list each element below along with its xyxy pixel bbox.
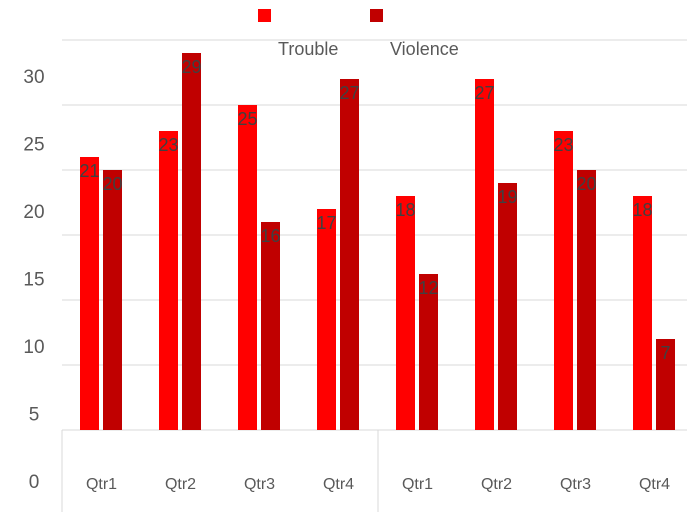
data-label: 23	[553, 135, 573, 155]
y-tick-label: 5	[29, 405, 40, 426]
data-label: 19	[497, 187, 517, 207]
bar	[340, 79, 359, 430]
x-tick-label: Qtr1	[402, 476, 433, 493]
bar	[103, 170, 122, 430]
x-tick-label: Qtr4	[323, 476, 354, 493]
bar	[475, 79, 494, 430]
y-tick-label: 10	[23, 337, 44, 358]
legend-swatch	[258, 9, 271, 22]
bar	[633, 196, 652, 430]
bar	[159, 131, 178, 430]
bar	[80, 157, 99, 430]
data-label: 23	[158, 135, 178, 155]
x-tick-label: Qtr1	[86, 476, 117, 493]
x-tick-label: Qtr3	[244, 476, 275, 493]
bar	[396, 196, 415, 430]
data-label: 25	[237, 109, 257, 129]
legend-swatch	[370, 9, 383, 22]
data-label: 16	[260, 226, 280, 246]
legend-label: Trouble	[278, 39, 338, 59]
data-label: 12	[418, 278, 438, 298]
x-tick-label: Qtr3	[560, 476, 591, 493]
data-label: 27	[474, 83, 494, 103]
y-tick-label: 15	[23, 270, 44, 291]
y-tick-label: 20	[23, 202, 44, 223]
data-label: 7	[660, 343, 670, 363]
data-label: 20	[102, 174, 122, 194]
x-tick-label: Qtr2	[481, 476, 512, 493]
bar	[554, 131, 573, 430]
bar	[498, 183, 517, 430]
data-label: 18	[632, 200, 652, 220]
bar	[317, 209, 336, 430]
data-label: 18	[395, 200, 415, 220]
y-tick-label: 0	[29, 472, 40, 493]
y-tick-label: 25	[23, 135, 44, 156]
bar	[419, 274, 438, 430]
data-label: 20	[576, 174, 596, 194]
data-label: 21	[79, 161, 99, 181]
legend-label: Violence	[390, 39, 459, 59]
data-label: 17	[316, 213, 336, 233]
y-tick-label: 30	[23, 67, 44, 88]
bar	[238, 105, 257, 430]
bar	[261, 222, 280, 430]
x-tick-label: Qtr4	[639, 476, 670, 493]
data-label: 29	[181, 57, 201, 77]
x-tick-label: Qtr2	[165, 476, 196, 493]
bar	[182, 53, 201, 430]
bar	[577, 170, 596, 430]
bar	[656, 339, 675, 430]
data-label: 27	[339, 83, 359, 103]
